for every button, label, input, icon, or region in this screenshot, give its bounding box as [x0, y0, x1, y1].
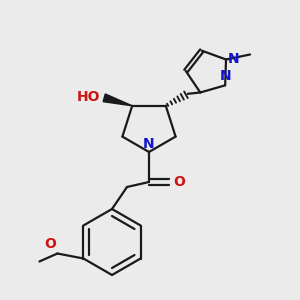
Text: O: O — [44, 238, 56, 251]
Text: O: O — [173, 175, 185, 189]
Polygon shape — [103, 94, 132, 106]
Text: N: N — [143, 137, 155, 151]
Text: N: N — [219, 69, 231, 83]
Text: N: N — [228, 52, 240, 67]
Text: HO: HO — [77, 90, 100, 104]
